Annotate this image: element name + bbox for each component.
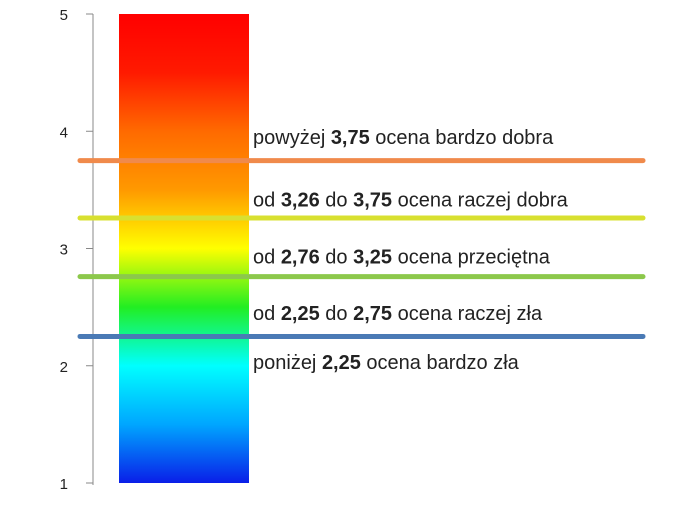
band-label-text: od	[253, 247, 281, 269]
band-label-text: do	[320, 189, 353, 211]
band-label-text: do	[320, 247, 353, 269]
band-threshold-value: 3,26	[281, 189, 320, 211]
band-threshold-value: 3,75	[331, 127, 370, 149]
band-label-b3: od 2,76 do 3,25 ocena przeciętna	[253, 247, 551, 269]
band-threshold-value: 2,75	[353, 303, 392, 325]
y-tick-label: 1	[60, 476, 68, 493]
band-label-b5: poniżej 2,25 ocena bardzo zła	[253, 352, 520, 374]
band-label-text: od	[253, 303, 281, 325]
y-tick-label: 3	[60, 242, 68, 259]
y-tick-label: 2	[60, 359, 68, 376]
y-tick-label: 4	[60, 124, 68, 141]
band-threshold-value: 3,25	[353, 247, 392, 269]
band-label-b2: od 3,26 do 3,75 ocena raczej dobra	[253, 189, 569, 211]
band-label-text: poniżej	[253, 352, 322, 374]
band-label-text: ocena bardzo zła	[361, 352, 520, 374]
band-label-text: ocena bardzo dobra	[370, 127, 554, 149]
gradient-bar	[119, 14, 249, 483]
band-label-text: powyżej	[253, 127, 331, 149]
band-threshold-value: 2,25	[281, 303, 320, 325]
band-labels: powyżej 3,75 ocena bardzo dobra od 3,26 d…	[253, 127, 569, 374]
band-label-b4: od 2,25 do 2,75 ocena raczej zła	[253, 303, 543, 325]
band-label-text: od	[253, 189, 281, 211]
band-label-text: ocena raczej zła	[392, 303, 543, 325]
y-axis-ticks: 1 2 3 4 5	[60, 7, 93, 493]
band-label-text: ocena przeciętna	[392, 247, 551, 269]
band-label-text: do	[320, 303, 353, 325]
band-threshold-value: 2,25	[322, 352, 361, 374]
threshold-lines	[77, 158, 646, 339]
band-label-text: ocena raczej dobra	[392, 189, 569, 211]
band-label-b1: powyżej 3,75 ocena bardzo dobra	[253, 127, 554, 149]
band-threshold-value: 2,76	[281, 247, 320, 269]
band-threshold-value: 3,75	[353, 189, 392, 211]
y-tick-label: 5	[60, 7, 68, 24]
